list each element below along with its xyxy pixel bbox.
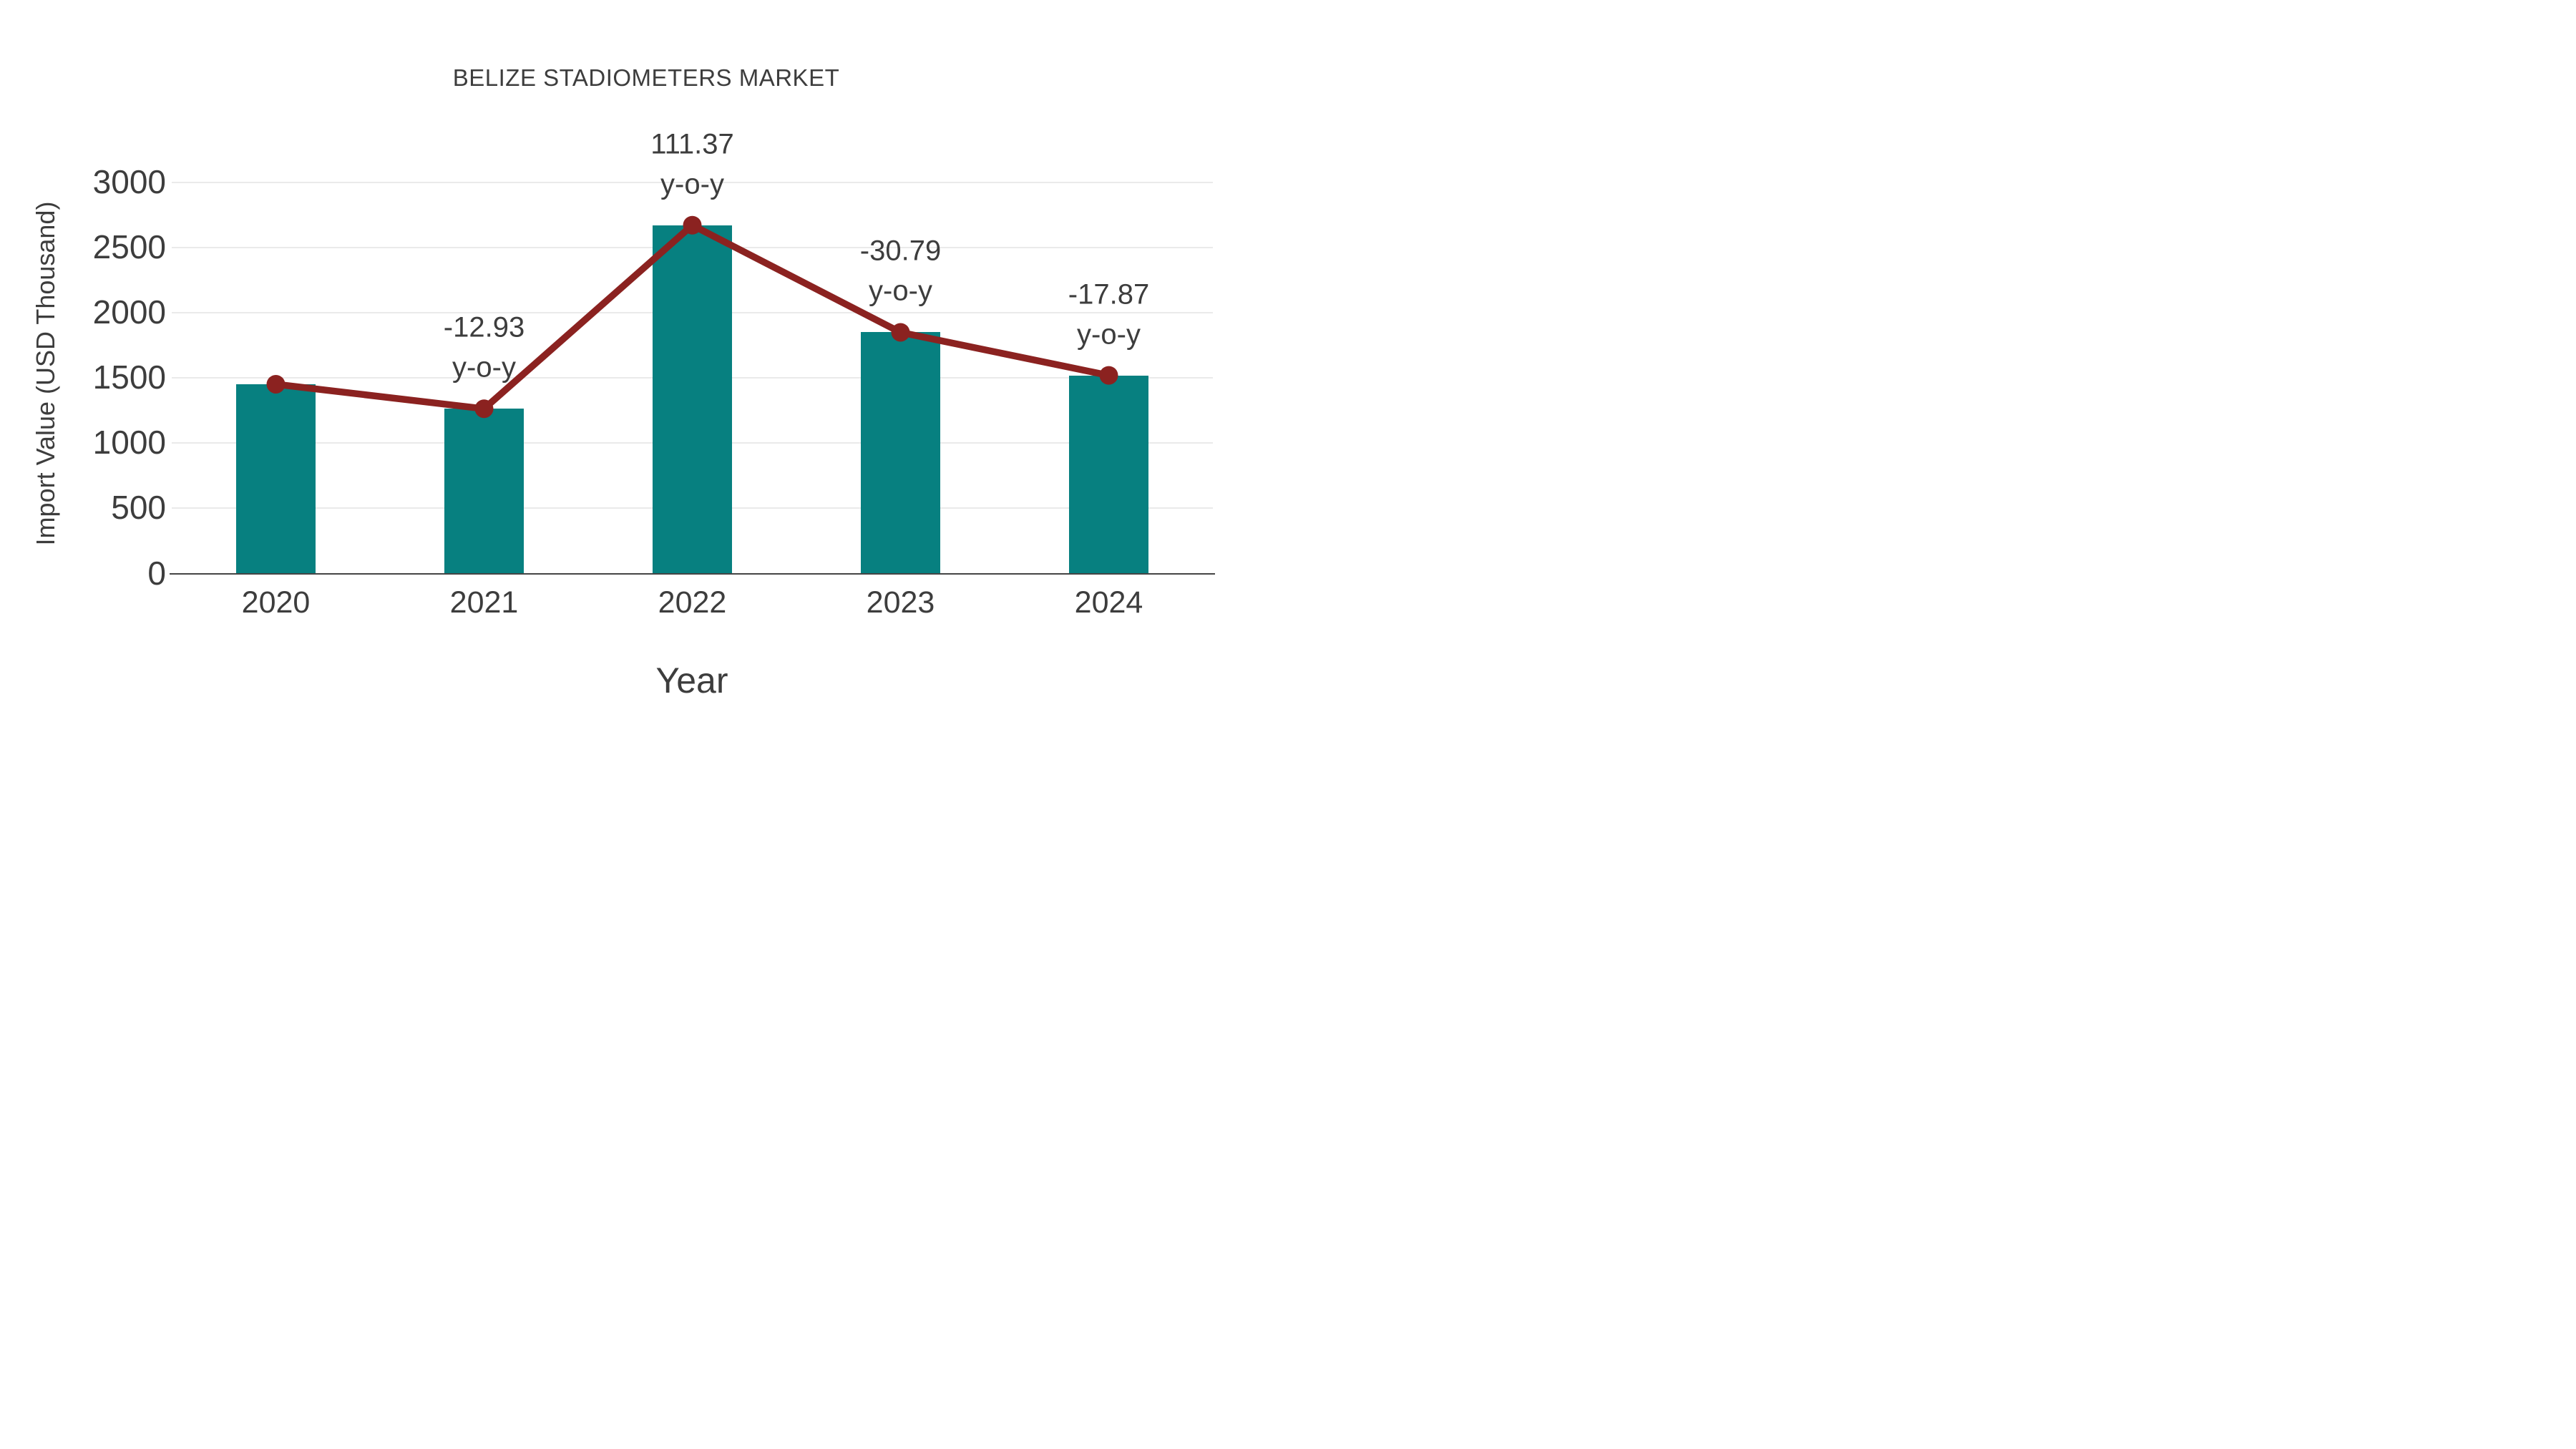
- y-tick-label: 500: [111, 489, 166, 527]
- x-tick-label-2024: 2024: [1074, 585, 1143, 620]
- y-tick-label: 1000: [92, 424, 166, 462]
- annotation-suffix-2021: y-o-y: [452, 351, 516, 384]
- x-tick-label-2020: 2020: [241, 585, 311, 620]
- annotation-value-2024: -17.87: [1068, 278, 1150, 311]
- chart-canvas: BELIZE STADIOMETERS MARKET Import Value …: [0, 0, 1288, 725]
- bar-2023: [861, 332, 940, 574]
- gridline: [172, 182, 1213, 183]
- bar-2020: [236, 384, 316, 574]
- annotation-value-2022: 111.37: [650, 128, 734, 160]
- x-axis-title: Year: [655, 660, 728, 701]
- bar-2024: [1069, 375, 1148, 574]
- bar-2021: [444, 409, 524, 574]
- annotation-suffix-2023: y-o-y: [869, 275, 932, 307]
- annotation-value-2023: -30.79: [859, 235, 942, 267]
- bar-2022: [653, 225, 732, 574]
- annotation-suffix-2024: y-o-y: [1077, 318, 1141, 351]
- y-tick-label: 3000: [92, 162, 166, 200]
- annotation-value-2021: -12.93: [443, 311, 525, 343]
- annotation-suffix-2022: y-o-y: [660, 168, 724, 200]
- y-tick-label: 2000: [92, 293, 166, 331]
- x-tick-label-2021: 2021: [449, 585, 519, 620]
- y-tick-label: 2500: [92, 228, 166, 265]
- y-tick-label: 0: [147, 554, 166, 592]
- x-axis-line: [170, 572, 1215, 575]
- chart-title: BELIZE STADIOMETERS MARKET: [452, 64, 840, 91]
- x-tick-label-2023: 2023: [866, 585, 935, 620]
- y-tick-label: 1500: [92, 358, 166, 396]
- x-tick-label-2022: 2022: [658, 585, 727, 620]
